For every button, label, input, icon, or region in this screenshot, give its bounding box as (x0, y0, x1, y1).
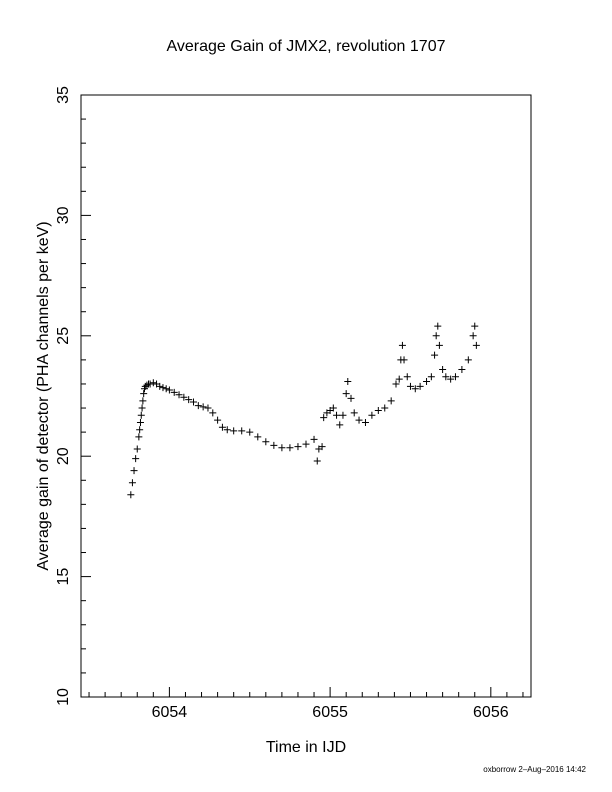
data-point (128, 479, 136, 487)
data-point (344, 378, 352, 386)
y-axis-label: Average gain of detector (PHA channels p… (35, 221, 52, 570)
y-tick-label: 20 (55, 447, 72, 465)
data-point (329, 404, 337, 412)
data-point (313, 457, 321, 465)
data-point (180, 393, 188, 401)
data-point (246, 428, 254, 436)
data-point (302, 440, 310, 448)
x-tick-label: 6056 (473, 704, 509, 721)
data-point (361, 418, 369, 426)
data-point (451, 373, 459, 381)
data-point (381, 404, 389, 412)
data-point (339, 411, 347, 419)
y-tick-label: 35 (55, 86, 72, 104)
data-point (262, 438, 270, 446)
data-point (136, 426, 144, 434)
data-point (278, 444, 286, 452)
y-tick-label: 30 (55, 206, 72, 224)
data-point (447, 375, 455, 383)
data-point (395, 375, 403, 383)
data-point (140, 390, 148, 398)
data-point (432, 332, 440, 340)
data-point (143, 381, 151, 389)
data-point (238, 427, 246, 435)
data-point (156, 382, 164, 390)
data-point (368, 411, 376, 419)
data-point (347, 394, 355, 402)
data-point (130, 467, 138, 475)
data-point (416, 382, 424, 390)
data-point (471, 322, 479, 330)
y-tick-label: 15 (55, 568, 72, 586)
plot-frame (80, 94, 532, 698)
data-point (403, 373, 411, 381)
data-point (333, 411, 341, 419)
data-point (469, 332, 477, 340)
data-point (310, 435, 318, 443)
data-point (214, 416, 222, 424)
data-point (472, 341, 480, 349)
data-point (350, 409, 358, 417)
x-axis-label: Time in IJD (266, 739, 346, 756)
data-point (132, 455, 140, 463)
data-point (411, 385, 419, 393)
data-point (170, 388, 178, 396)
data-point (392, 380, 400, 388)
data-point (320, 414, 328, 422)
data-point (464, 356, 472, 364)
data-point (318, 443, 326, 451)
data-point (230, 427, 238, 435)
data-point (342, 390, 350, 398)
x-tick-label: 6055 (312, 704, 348, 721)
data-point (194, 402, 202, 410)
data-point (423, 378, 431, 386)
data-point (442, 373, 450, 381)
data-point (270, 441, 278, 449)
data-point (162, 385, 170, 393)
chart-title: Average Gain of JMX2, revolution 1707 (167, 38, 446, 55)
data-point (439, 366, 447, 374)
data-point (458, 366, 466, 374)
data-point (139, 397, 147, 405)
data-point (431, 351, 439, 359)
data-point (286, 444, 294, 452)
data-point (146, 380, 154, 388)
data-point (387, 397, 395, 405)
data-point (135, 433, 143, 441)
data-point (175, 391, 183, 399)
footer: oxborrow 2–Aug–2016 14:42 (483, 765, 586, 774)
data-point (434, 322, 442, 330)
data-point (149, 379, 157, 387)
data-point (136, 418, 144, 426)
data-point (355, 416, 363, 424)
data-point (133, 445, 141, 453)
data-point (294, 443, 302, 451)
data-point (223, 426, 231, 434)
data-point (159, 384, 167, 392)
y-tick-label: 25 (55, 327, 72, 345)
x-tick-label: 6054 (152, 704, 188, 721)
data-point (406, 382, 414, 390)
data-point (374, 406, 382, 414)
data-point (398, 341, 406, 349)
data-point (254, 433, 262, 441)
data-point (400, 356, 408, 364)
data-point (209, 409, 217, 417)
data-point (435, 341, 443, 349)
data-point (336, 421, 344, 429)
data-point (199, 403, 207, 411)
y-tick-label: 10 (55, 688, 72, 706)
data-point (137, 411, 145, 419)
data-point (127, 491, 135, 499)
data-point (185, 396, 193, 404)
data-point (190, 398, 197, 406)
data-point (218, 423, 226, 431)
data-point (204, 404, 212, 412)
data-point (165, 386, 173, 394)
data-point (138, 404, 146, 412)
data-point (427, 373, 435, 381)
